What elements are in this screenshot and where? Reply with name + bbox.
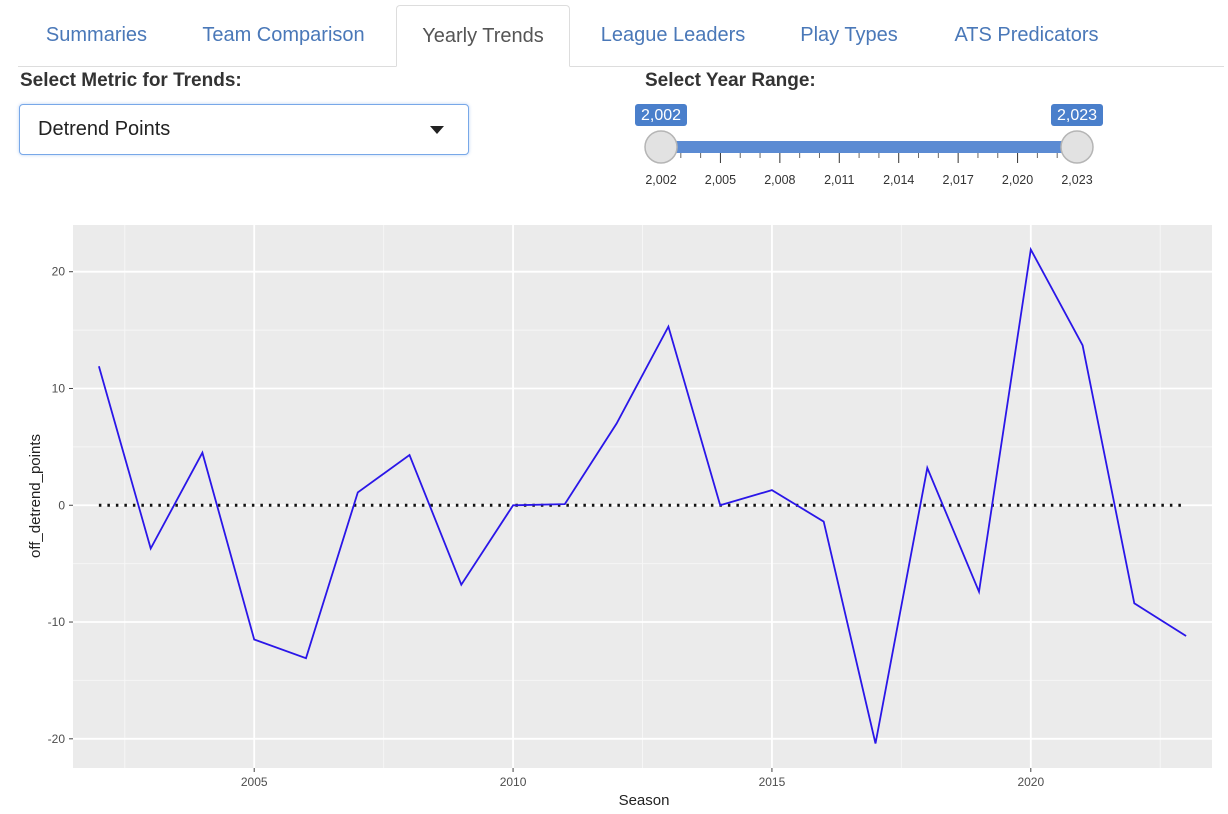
slider-tick-label: 2,005 [705,173,736,187]
y-tick-label: -20 [48,732,66,746]
series-lines [98,246,1187,744]
tab-ats-predicators[interactable]: ATS Predicators [954,24,1099,46]
slider-tick-label: 2,008 [764,173,795,187]
slider-tick-label: 2,020 [1002,173,1033,187]
y-axis: -20 -10 0 10 20 [48,265,73,746]
metric-select-label: Select Metric for Trends: [20,70,242,91]
x-axis-label: Season [619,792,670,809]
slider-ticks: 2,002 2,005 2,008 2,011 2,014 2,017 2,020 2,023 [645,153,1093,187]
x-tick-label: 2020 [1017,775,1044,789]
year-range-label: Select Year Range: [645,70,816,91]
tab-bar: Summaries Team Comparison Yearly Trends … [18,5,1224,67]
slider-tick-label: 2,014 [883,173,914,187]
chevron-down-icon [430,126,444,134]
tab-team-comparison[interactable]: Team Comparison [202,24,365,46]
grid-minor [73,225,1212,768]
trend-chart: -20 -10 0 10 20 2005 2010 2015 2020 Season off_… [27,225,1212,809]
tab-summaries[interactable]: Summaries [45,24,148,46]
metric-select[interactable]: Detrend Points [19,104,469,155]
y-tick-label: -10 [48,615,66,629]
y-tick-label: 10 [52,381,66,395]
slider-tick-label: 2,002 [645,173,676,187]
year-range-slider[interactable]: 2,002 2,005 2,008 2,011 2,014 2,017 2,020 2,023… [625,98,1115,194]
tab-league-leaders[interactable]: League Leaders [600,24,746,46]
slider-from-badge: 2,002 [635,104,687,126]
tab-yearly-trends[interactable]: Yearly Trends [396,5,570,67]
slider-to-value: 2,023 [1057,107,1097,124]
grid-major [73,225,1212,768]
series-line [98,246,1187,744]
slider-handle-from[interactable] [644,130,678,164]
x-axis: 2005 2010 2015 2020 [241,768,1044,789]
slider-to-badge: 2,023 [1051,104,1103,126]
x-tick-label: 2010 [500,775,527,789]
slider-handle-to[interactable] [1060,130,1094,164]
slider-tick-label: 2,023 [1061,173,1092,187]
slider-tick-label: 2,011 [824,173,854,187]
slider-tick-label: 2,017 [943,173,974,187]
x-tick-label: 2005 [241,775,268,789]
slider-from-value: 2,002 [641,107,681,124]
y-axis-label: off_detrend_points [27,434,44,558]
x-tick-label: 2015 [759,775,786,789]
y-tick-label: 0 [58,498,65,512]
slider-track[interactable] [661,141,1077,153]
y-tick-label: 20 [52,265,66,279]
metric-select-value: Detrend Points [38,118,171,140]
tab-play-types[interactable]: Play Types [800,24,898,46]
